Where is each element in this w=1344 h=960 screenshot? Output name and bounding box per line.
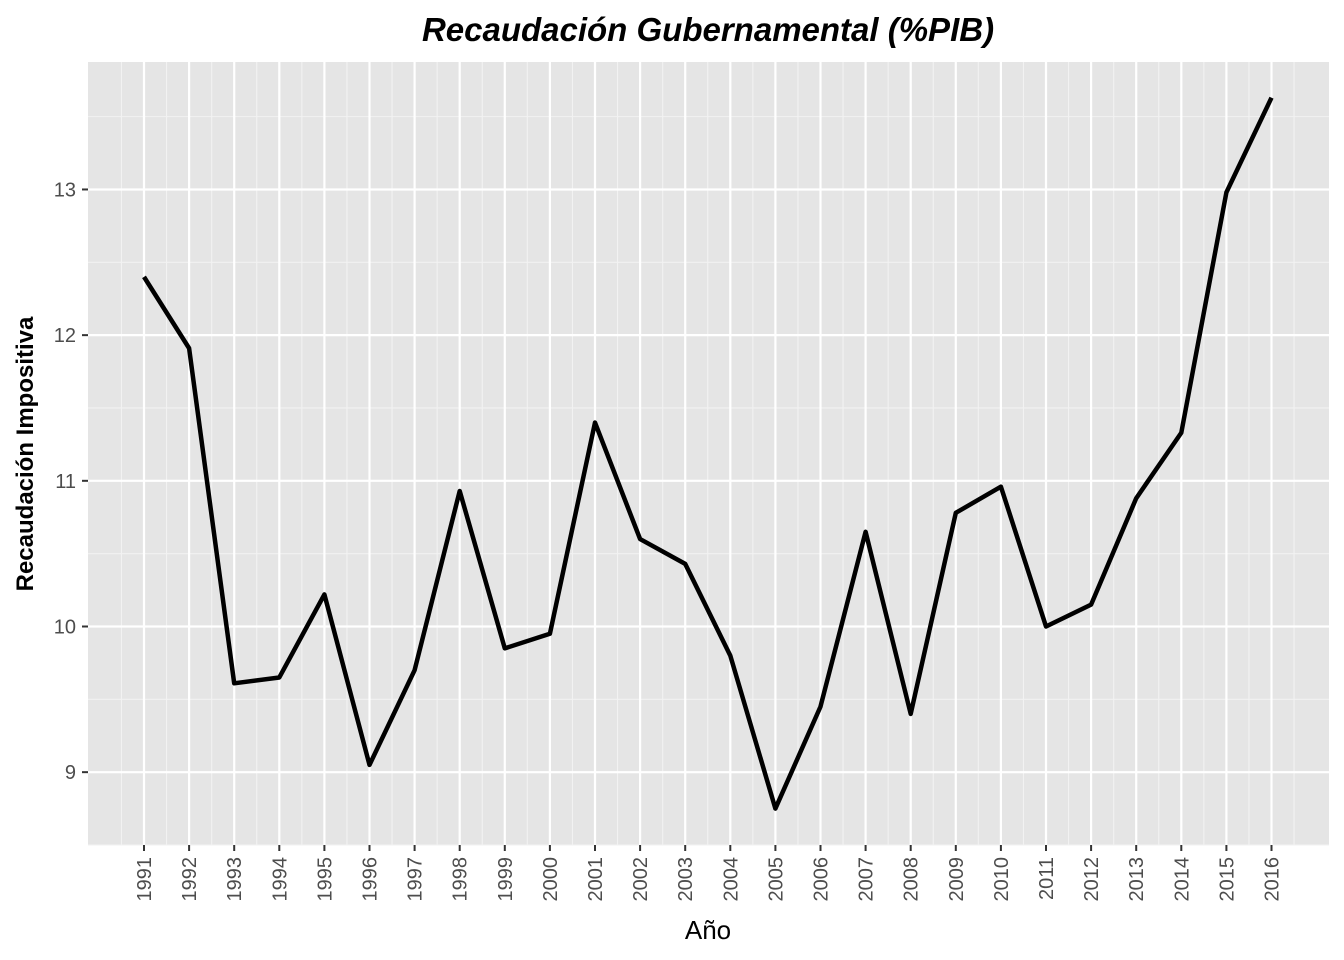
x-tick-label: 1991 (134, 857, 156, 902)
x-tick-label: 2013 (1126, 857, 1148, 902)
x-tick-label: 1992 (179, 857, 201, 902)
major-gridlines (88, 62, 1329, 845)
x-tick-label: 2012 (1081, 857, 1103, 902)
x-tick-label: 2000 (540, 857, 562, 902)
x-tick-label: 2001 (585, 857, 607, 902)
x-tick-label: 2005 (765, 857, 787, 902)
x-tick-label: 1996 (360, 857, 382, 902)
y-tick-label: 10 (54, 616, 76, 638)
x-tick-label: 2007 (856, 857, 878, 902)
x-tick-label: 2016 (1262, 857, 1284, 902)
series-line-0 (142, 96, 1274, 811)
x-tick-label: 1999 (495, 857, 517, 902)
y-axis: 9 10 11 12 13 (54, 179, 88, 784)
x-tick-label: 1997 (405, 857, 427, 902)
x-tick-label: 2008 (901, 857, 923, 902)
x-tick-label: 1998 (450, 857, 472, 902)
x-tick-label: 2010 (991, 857, 1013, 902)
chart-title: Recaudación Gubernamental (%PIB) (422, 11, 994, 48)
plot-panel (88, 62, 1329, 845)
x-tick-label: 1994 (269, 857, 291, 902)
y-tick-label: 12 (54, 325, 76, 347)
x-tick-label: 2003 (675, 857, 697, 902)
x-tick-label: 2011 (1036, 857, 1058, 900)
x-tick-label: 2009 (946, 857, 968, 902)
y-tick-label: 13 (54, 179, 76, 201)
series-layer (142, 96, 1274, 811)
x-tick-label: 2015 (1216, 857, 1238, 902)
x-tick-label: 1993 (224, 857, 246, 902)
x-tick-label: 1995 (314, 857, 336, 902)
x-axis-title: Año (685, 915, 731, 945)
x-tick-label: 2004 (720, 857, 742, 902)
x-tick-label: 2002 (630, 857, 652, 902)
y-tick-label: 11 (55, 471, 76, 493)
y-axis-title: Recaudación Impositiva (12, 316, 39, 591)
x-tick-label: 2006 (811, 857, 833, 902)
x-axis: 1991 1992 1993 1994 1995 1996 1997 1998 1999 2000… (134, 845, 1284, 902)
x-tick-label: 2014 (1171, 857, 1193, 902)
minor-gridlines (88, 62, 1329, 846)
y-tick-label: 9 (65, 762, 76, 784)
